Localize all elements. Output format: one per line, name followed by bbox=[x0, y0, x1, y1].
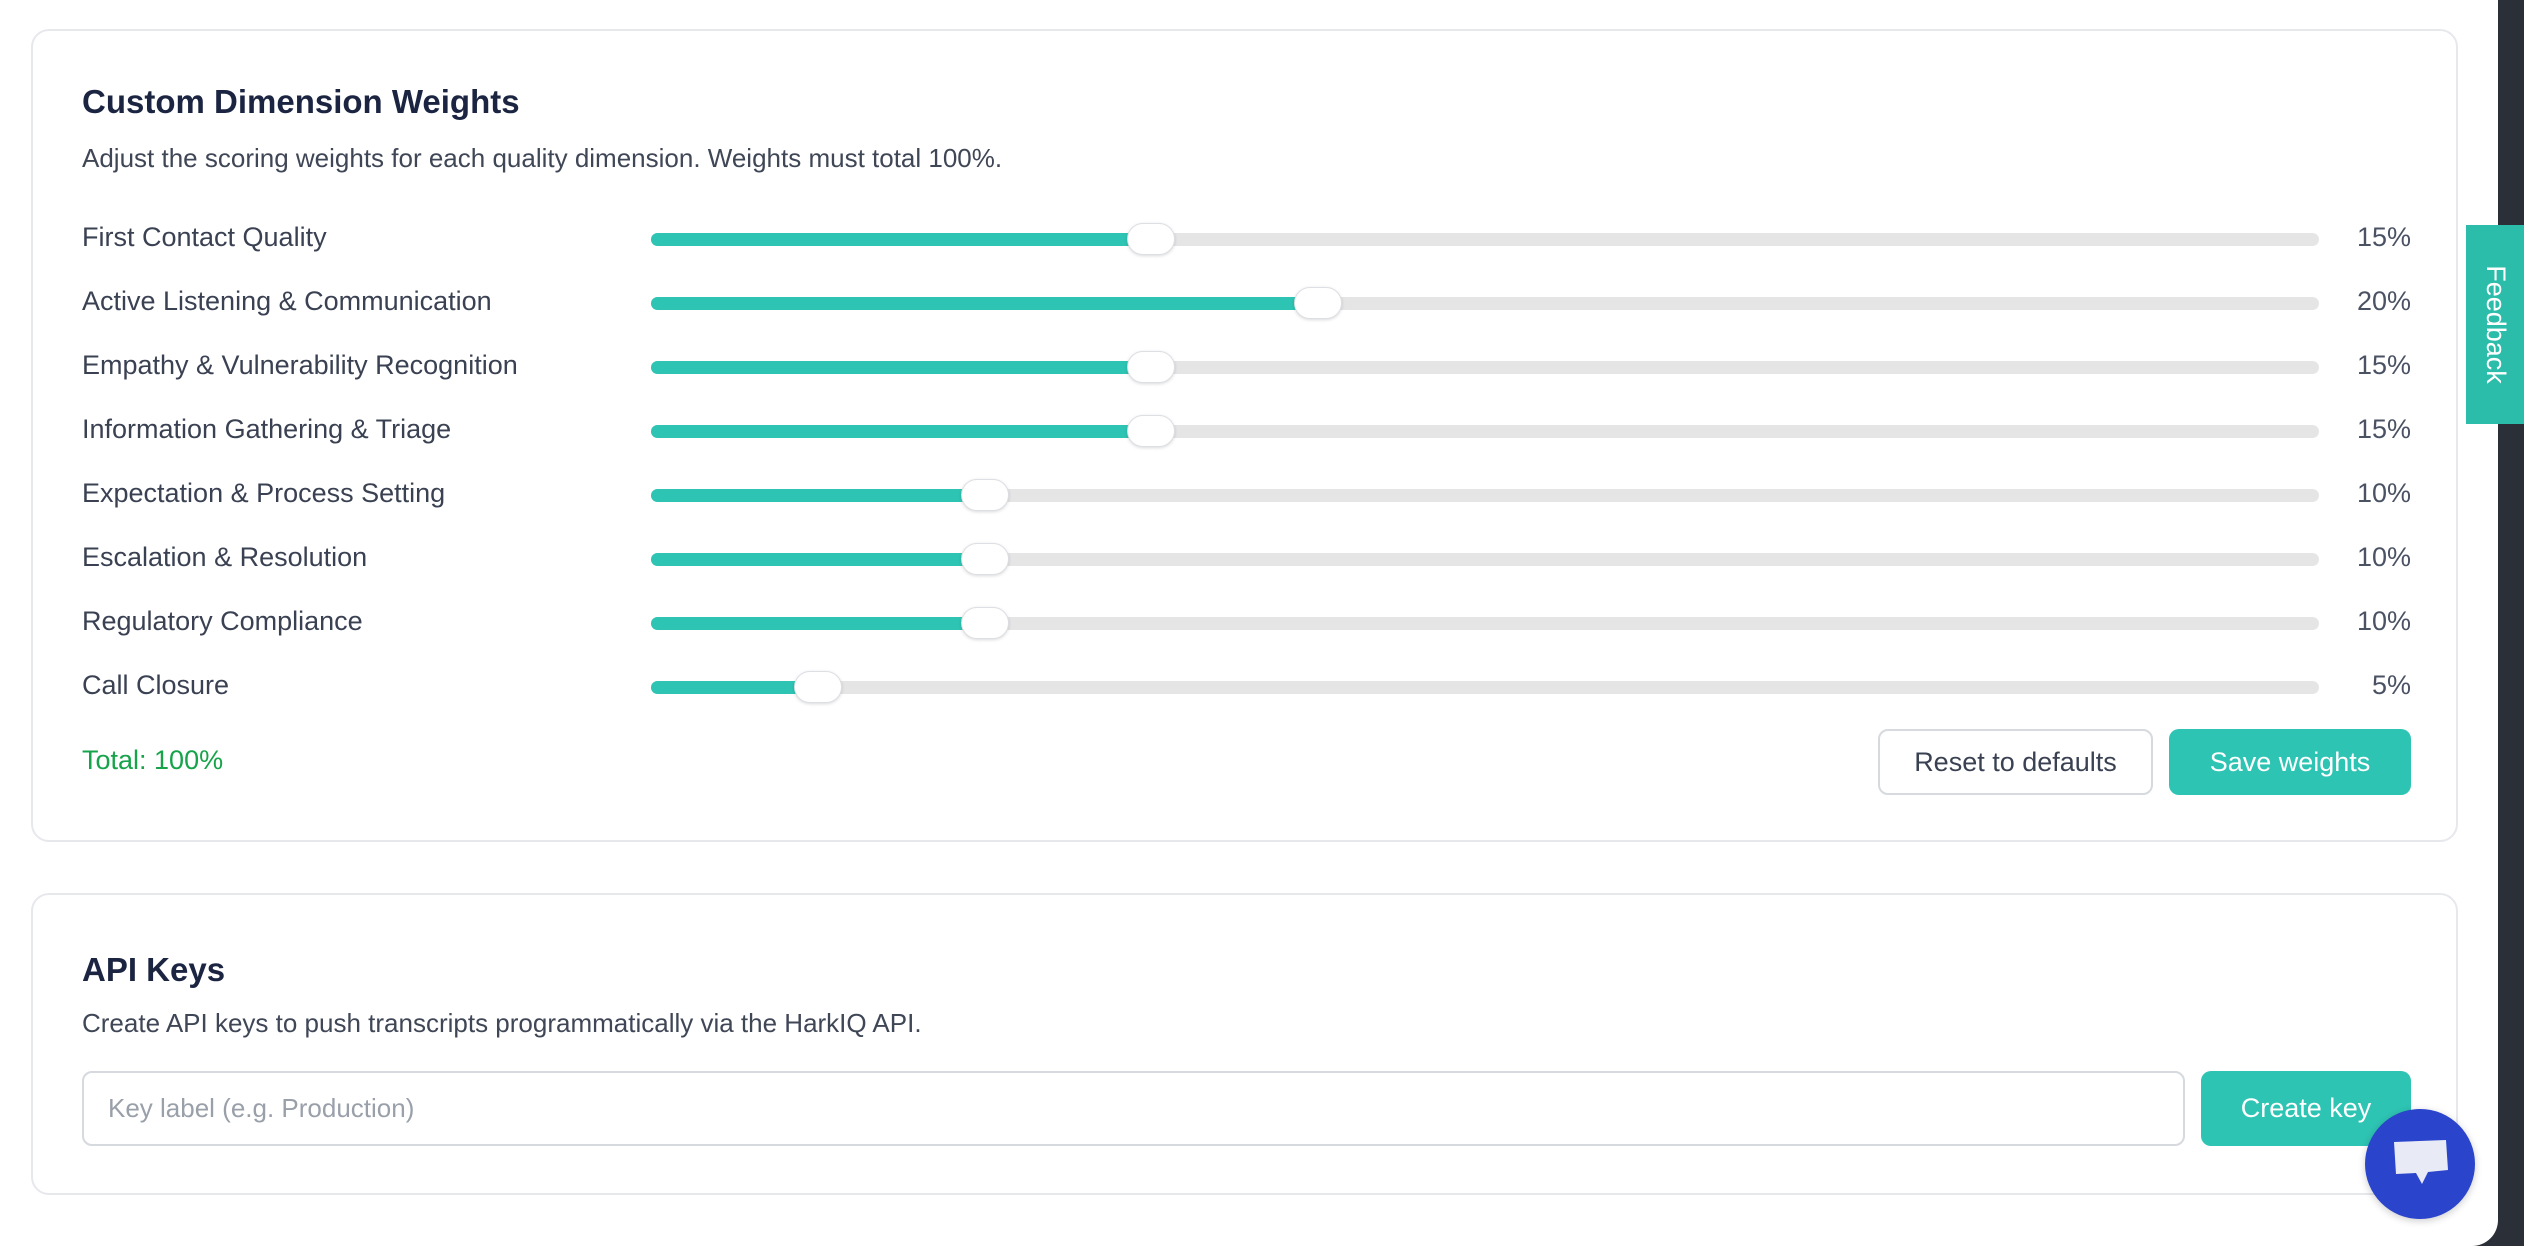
slider-fill bbox=[651, 361, 1152, 374]
chat-widget-button[interactable] bbox=[2365, 1109, 2475, 1219]
api-keys-card: API Keys Create API keys to push transcr… bbox=[31, 893, 2458, 1195]
weight-value: 15% bbox=[2356, 414, 2411, 444]
weight-row: Empathy & Vulnerability Recognition 15% bbox=[82, 342, 2411, 392]
dimension-label: Active Listening & Communication bbox=[82, 286, 492, 316]
weight-row: Call Closure 5% bbox=[82, 662, 2411, 712]
weight-value: 5% bbox=[2371, 670, 2411, 700]
slider-thumb[interactable] bbox=[960, 479, 1009, 511]
feedback-label: Feedback bbox=[2480, 265, 2511, 384]
dimension-label: Escalation & Resolution bbox=[82, 542, 368, 572]
slider-fill bbox=[651, 297, 1319, 310]
weight-slider[interactable] bbox=[651, 671, 2319, 703]
weight-slider[interactable] bbox=[651, 287, 2319, 319]
weight-slider[interactable] bbox=[651, 479, 2319, 511]
weight-row: Regulatory Compliance 10% bbox=[82, 598, 2411, 648]
feedback-tab[interactable]: Feedback bbox=[2466, 225, 2524, 424]
weight-row: Escalation & Resolution 10% bbox=[82, 534, 2411, 584]
weight-slider[interactable] bbox=[651, 607, 2319, 639]
slider-fill bbox=[651, 617, 985, 630]
weight-slider[interactable] bbox=[651, 543, 2319, 575]
slider-thumb[interactable] bbox=[1127, 351, 1176, 383]
dimension-label: Call Closure bbox=[82, 670, 230, 700]
card-subtitle: Create API keys to push transcripts prog… bbox=[82, 1008, 922, 1038]
weight-row: Active Listening & Communication 20% bbox=[82, 278, 2411, 328]
weight-value: 20% bbox=[2356, 286, 2411, 316]
total-weight: Total: 100% bbox=[82, 745, 224, 775]
dimension-label: Empathy & Vulnerability Recognition bbox=[82, 350, 518, 380]
slider-fill bbox=[651, 233, 1152, 246]
weight-row: Expectation & Process Setting 10% bbox=[82, 470, 2411, 520]
key-label-input[interactable] bbox=[82, 1071, 2185, 1146]
dimension-label: Information Gathering & Triage bbox=[82, 414, 452, 444]
slider-thumb[interactable] bbox=[1294, 287, 1343, 319]
weight-slider[interactable] bbox=[651, 223, 2319, 255]
slider-fill bbox=[651, 489, 985, 502]
reset-defaults-button[interactable]: Reset to defaults bbox=[1878, 729, 2153, 795]
create-key-button[interactable]: Create key bbox=[2201, 1071, 2411, 1146]
slider-thumb[interactable] bbox=[960, 607, 1009, 639]
weight-row: Information Gathering & Triage 15% bbox=[82, 406, 2411, 456]
custom-weights-card: Custom Dimension Weights Adjust the scor… bbox=[31, 29, 2458, 842]
weight-slider[interactable] bbox=[651, 415, 2319, 447]
weight-slider[interactable] bbox=[651, 351, 2319, 383]
slider-thumb[interactable] bbox=[960, 543, 1009, 575]
dimension-label: Regulatory Compliance bbox=[82, 606, 363, 636]
weight-value: 10% bbox=[2356, 542, 2411, 572]
weight-value: 10% bbox=[2356, 478, 2411, 508]
card-title: Custom Dimension Weights bbox=[82, 83, 520, 120]
weight-value: 10% bbox=[2356, 606, 2411, 636]
weight-value: 15% bbox=[2356, 350, 2411, 380]
dimension-label: Expectation & Process Setting bbox=[82, 478, 446, 508]
slider-fill bbox=[651, 425, 1152, 438]
slider-fill bbox=[651, 681, 818, 694]
card-subtitle: Adjust the scoring weights for each qual… bbox=[82, 143, 1003, 173]
weight-value: 15% bbox=[2356, 222, 2411, 252]
slider-fill bbox=[651, 553, 985, 566]
dimension-label: First Contact Quality bbox=[82, 222, 327, 252]
weight-row: First Contact Quality 15% bbox=[82, 214, 2411, 264]
slider-thumb[interactable] bbox=[1127, 223, 1176, 255]
slider-thumb[interactable] bbox=[1127, 415, 1176, 447]
save-weights-button[interactable]: Save weights bbox=[2169, 729, 2411, 795]
slider-thumb[interactable] bbox=[793, 671, 842, 703]
chat-bubble-icon bbox=[2394, 1140, 2448, 1184]
card-title: API Keys bbox=[82, 951, 226, 988]
